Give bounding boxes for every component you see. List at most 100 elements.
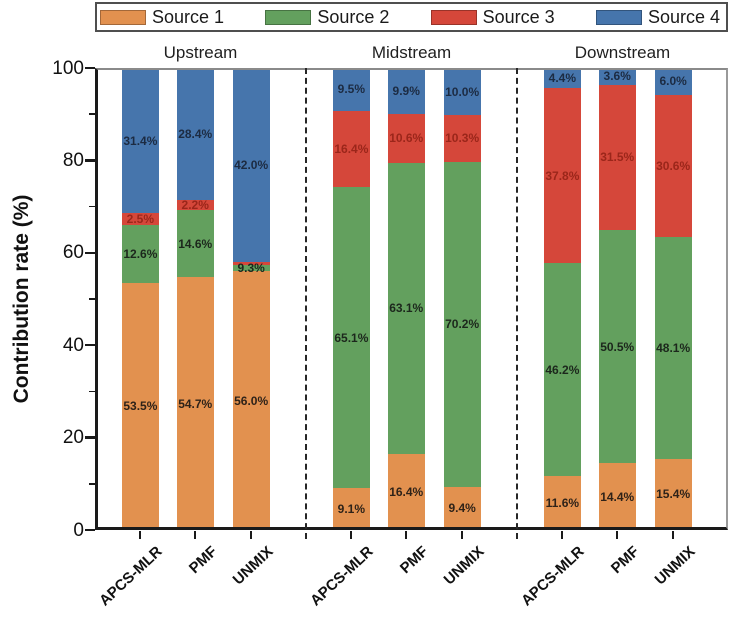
legend-swatch-icon [430,9,477,25]
bar-segment-label: 9.9% [392,83,420,98]
y-tick [85,159,95,162]
bar-segment-label: 10.6% [389,131,424,146]
bar-segment-label: 10.3% [445,131,480,146]
legend-label: Source 2 [317,7,390,27]
x-tick-label: APCS-MLR [96,543,166,610]
group-header: Midstream [371,43,452,62]
bar-segment [543,68,581,89]
y-tick-label: 60 [62,242,84,264]
bar-segment-label: 9.3% [237,261,265,276]
bar-segment-label: 16.4% [334,142,369,157]
bar-segment-label: 14.6% [178,236,213,251]
bar-segment-label: 37.8% [545,168,580,183]
bar-segment-label: 54.7% [178,396,213,411]
legend-swatch-icon [265,9,312,25]
y-tick-label: 20 [62,427,84,449]
bar-segment [654,236,692,459]
bar-segment [443,68,481,115]
bar-segment-label: 10.0% [445,84,480,99]
y-axis-title: Contribution rate (%) [10,194,33,404]
group-separator [305,68,307,539]
bar-segment [598,84,636,231]
bar-segment-label: 16.4% [389,485,424,500]
bar-segment [121,224,159,283]
legend-label: Source 1 [152,7,225,27]
bar-segment-label: 15.4% [656,487,691,502]
group-header: Upstream [163,43,238,62]
bar-segment [387,68,425,114]
bar-segment-label: 14.4% [600,489,635,504]
x-tick-label: PMF [186,543,221,578]
bar-segment [121,213,159,225]
legend-swatch-icon [595,9,642,25]
bar-segment [332,68,370,112]
y-tick-label: 100 [52,57,84,79]
bar-segment-label: 42.0% [234,158,269,173]
x-tick-label: APCS-MLR [518,543,588,610]
bar-segment [121,282,159,530]
x-tick [405,531,408,539]
group-header: Downstream [574,43,671,62]
x-tick-label: UNMIX [440,543,488,589]
x-tick [461,531,464,539]
x-tick [561,531,564,539]
bar-segment [232,265,270,272]
bar-segment [654,68,692,96]
bar-segment-label: 31.4% [123,133,158,148]
y-minor-tick [89,390,95,393]
bar-segment-label: 9.5% [337,82,366,97]
bar-segment [443,162,481,487]
bar-segment-label: 4.4% [548,71,577,86]
x-tick-label: APCS-MLR [307,543,377,610]
bar-segment-label: 65.1% [334,330,369,345]
y-tick-label: 80 [62,149,84,171]
x-tick [672,531,675,539]
bar-segment [232,68,270,263]
y-tick [85,344,95,347]
bar-segment [443,486,481,530]
legend: Source 1 Source 2 Source 3 Source 4 [95,2,728,32]
bar-segment-label: 12.6% [123,246,158,261]
bar-segment [543,88,581,263]
x-tick [250,531,253,539]
bar-segment-label: 50.5% [600,339,635,354]
bar-segment [543,262,581,477]
bar-segment-label: 9.1% [337,501,366,516]
y-minor-tick [89,113,95,115]
x-tick [139,531,142,539]
bar-segment [598,68,636,85]
y-minor-tick [89,298,95,300]
y-tick [85,66,95,70]
x-tick [616,531,619,539]
y-minor-tick [89,205,95,208]
legend-swatch-icon [100,9,146,25]
bar-segment-label: 11.6% [545,496,580,511]
bar-segment-label: 2.2% [181,197,209,212]
bar-segment-label: 70.2% [445,317,480,332]
bar-segment-label: 31.5% [600,150,635,165]
legend-item: Source 4 [595,7,720,27]
bar-segment [332,111,370,188]
bar-segment-label: 28.4% [178,127,213,142]
x-tick-label: PMF [397,543,432,578]
bar-segment [176,209,214,278]
bar-segment [332,487,370,530]
y-minor-tick [89,483,95,485]
bar-segment-label: 46.2% [545,362,580,377]
y-tick [85,528,95,532]
legend-label: Source 4 [647,7,720,27]
bar-segment-label: 6.0% [659,74,687,89]
bar-segment-label: 2.5% [126,211,155,226]
bar-segment-label: 9.4% [448,501,476,516]
bar-segment [232,271,270,530]
bar-segment-label: 30.6% [656,158,691,173]
bar-segment [387,454,425,530]
bar-segment-label: 3.6% [603,69,631,84]
legend-label: Source 3 [482,7,555,27]
bar-segment-label: 56.0% [234,393,269,408]
bar-segment [598,463,636,530]
y-tick [85,251,95,254]
bar-segment [387,162,425,455]
bar-segment-label: 63.1% [389,301,424,316]
